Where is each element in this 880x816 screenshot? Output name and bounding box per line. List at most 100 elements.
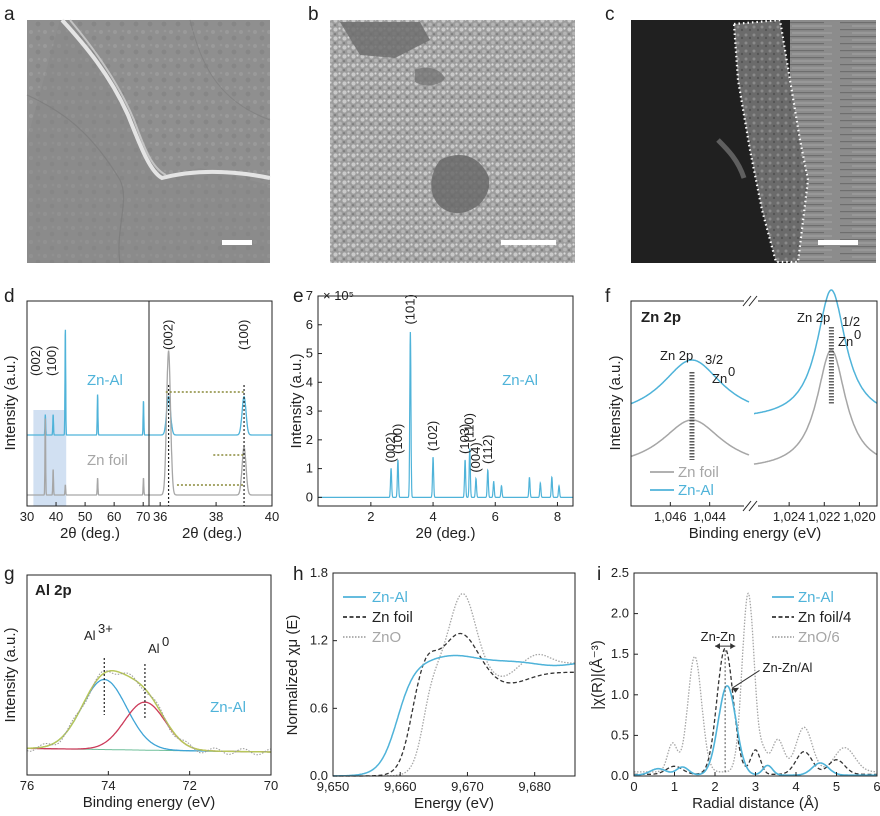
ytick-2-label: 1.2 — [310, 633, 328, 648]
chart-h: 9,650 9,660 9,670 9,680 0.0 0.6 1.2 1.8 Energy (… — [284, 565, 576, 812]
y-axis-label: Intensity (a.u.) — [607, 355, 624, 450]
chart-i: 0 1 2 3 4 5 6 0.0 0.5 1.0 1.5 2.0 2.5 Radial distance… — [589, 565, 880, 812]
xtick-left-0-label: 30 — [20, 509, 34, 524]
panel-label-a: a — [4, 4, 15, 25]
zn-zn-al-arrow — [731, 670, 760, 689]
annotation-zn0-right: Zn — [838, 334, 853, 349]
panel-title: Zn 2p — [641, 309, 681, 326]
series-zn-foil-right — [149, 350, 272, 496]
xtick-left-4-label: 70 — [136, 509, 150, 524]
ytick-7-label: 7 — [306, 288, 313, 303]
series-zn-al-left — [630, 359, 750, 405]
break-mask-top — [744, 295, 758, 307]
frame-right — [148, 300, 273, 507]
x-axis-label: 2θ (deg.) — [415, 525, 475, 542]
xtick-3-label: 9,680 — [518, 779, 551, 794]
xtick-6-label: 6 — [873, 779, 880, 794]
x-axis-label: Binding energy (eV) — [83, 794, 216, 811]
ytick-1-label: 1 — [306, 461, 313, 476]
xtick-2-label: 6 — [492, 509, 499, 524]
legend-zn-al: Zn-Al — [87, 372, 123, 389]
frame — [317, 295, 574, 507]
xtick-2-label: 9,670 — [451, 779, 484, 794]
y-axis-label: Normalized χμ (E) — [284, 615, 301, 736]
panel-label-b: b — [308, 4, 319, 25]
xtick-0-label: 9,650 — [317, 779, 350, 794]
xtick-left-0-label: 1,046 — [654, 509, 687, 524]
legend-zn-foil: Zn foil — [87, 452, 128, 469]
xtick-right-0-label: 36 — [153, 509, 167, 524]
raw-data — [26, 670, 272, 756]
peak-label-5: (110) — [462, 413, 477, 442]
annotation-zn0-left-sup: 0 — [728, 364, 735, 379]
xtick-right-0-label: 1,024 — [773, 509, 806, 524]
peak-label-1: (100) — [390, 424, 405, 454]
chart-g: 76 74 72 70 Binding energy (eV) Intensity (a.… — [2, 574, 278, 811]
series-zn-foil-right — [753, 349, 878, 465]
xtick-0-label: 76 — [20, 778, 34, 793]
multiplier: × 10⁵ — [323, 288, 354, 303]
x-axis-label: Radial distance (Å) — [692, 795, 819, 812]
annotation-zn-zn: Zn-Zn — [701, 629, 736, 644]
y-axis-label: Intensity (a.u.) — [2, 627, 19, 722]
series-zn-al-right — [149, 395, 272, 436]
xtick-0-label: 0 — [630, 779, 637, 794]
annotation-zn0-right-sup: 0 — [854, 327, 861, 342]
break-mask-bottom — [744, 500, 758, 512]
annotation-zn2p12-sub: 1/2 — [842, 314, 860, 329]
legend-label-2: ZnO — [372, 629, 401, 646]
highlight-band — [33, 410, 67, 506]
xtick-0-label: 2 — [367, 509, 374, 524]
xtick-2-label: 2 — [711, 779, 718, 794]
ytick-1-label: 0.5 — [611, 727, 629, 742]
annotation-zn-zn-al: Zn-Zn/Al — [763, 660, 813, 675]
envelope-fit — [27, 670, 271, 753]
xtick-left-1-label: 1,044 — [693, 509, 726, 524]
scale-bar-b — [501, 240, 556, 245]
peak-label-left-1: (100) — [44, 346, 59, 376]
xtick-1-label: 4 — [429, 509, 436, 524]
ytick-1-label: 0.6 — [310, 700, 328, 715]
peak-label-3: (102) — [425, 421, 440, 451]
x-axis-label: Binding energy (eV) — [689, 525, 822, 542]
series-zn-al-left — [27, 329, 149, 436]
annotation-zn2p32: Zn 2p — [660, 348, 693, 363]
ytick-0-label: 0.0 — [310, 768, 328, 783]
legend-zn-al: Zn-Al — [210, 699, 246, 716]
axis-break-3 — [748, 500, 758, 512]
zn-zn-arrowheads — [715, 643, 736, 650]
panel-label-h: h — [293, 564, 304, 585]
legend-zn-foil: Zn foil — [678, 464, 719, 481]
ytick-2-label: 2 — [306, 432, 313, 447]
annotation-zn2p32-sub: 3/2 — [705, 352, 723, 367]
panel-label-g: g — [4, 564, 15, 585]
panel-label-e: e — [293, 286, 304, 307]
chart-e: 2 4 6 8 0 1 2 3 4 5 6 7 × 10⁵ 2θ (deg.) Intensity (a.u… — [288, 288, 574, 542]
x-axis-label-left: 2θ (deg.) — [60, 525, 120, 542]
xtick-left-2-label: 50 — [78, 509, 92, 524]
axis-break-2 — [742, 500, 752, 512]
xtick-left-3-label: 60 — [107, 509, 121, 524]
xtick-5-label: 5 — [833, 779, 840, 794]
legend-label-2: ZnO/6 — [798, 629, 840, 646]
ytick-5-label: 5 — [306, 346, 313, 361]
series-zno — [333, 592, 575, 777]
xtick-3-label: 3 — [752, 779, 759, 794]
ytick-2-label: 1.0 — [611, 687, 629, 702]
xtick-right-2-label: 40 — [265, 509, 279, 524]
frame — [630, 300, 878, 507]
peak-label-4: (103) — [457, 424, 472, 454]
micrograph-c — [631, 18, 876, 264]
ytick-4-label: 2.0 — [611, 606, 629, 621]
label-al0-sup: 0 — [162, 634, 169, 649]
panel-title: Al 2p — [35, 582, 72, 599]
chart-f: 1,046 1,044 1,024 1,022 1,020 Binding energy … — [607, 289, 878, 542]
peak-label-0: (002) — [383, 432, 398, 462]
label-al3-sup: 3+ — [98, 621, 113, 636]
x-axis-label: Energy (eV) — [414, 795, 494, 812]
frame — [332, 572, 576, 777]
y-axis-label: |χ(R)|(Å⁻³) — [589, 640, 606, 709]
series-zn-al-right — [754, 289, 878, 415]
